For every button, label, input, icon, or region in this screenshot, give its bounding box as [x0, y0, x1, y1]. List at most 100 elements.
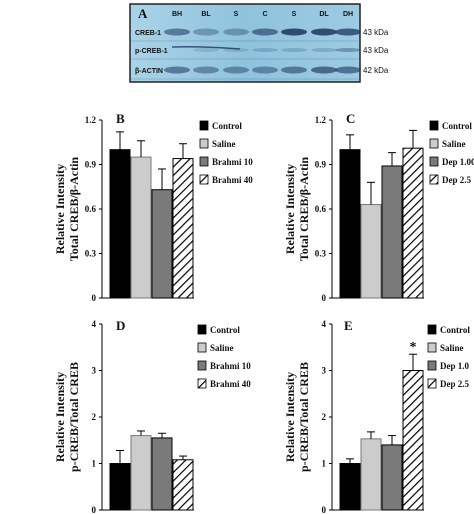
bar [172, 158, 194, 299]
western-blot-panel: A BH BL S C S DL DH CREB-1 43 kDa p-CREB-1 43 kDa β-… [129, 3, 389, 83]
bar [130, 156, 152, 299]
blot-lane-label: S [234, 11, 239, 18]
y-axis-label-line: Relative Intensity [283, 164, 297, 254]
legend-swatch [429, 174, 439, 185]
legend-label: Dep 2.5 [440, 379, 469, 389]
blot-kda-label: 43 kDa [363, 28, 389, 37]
blot-band [193, 48, 219, 52]
blot-kda-label: 43 kDa [363, 46, 389, 55]
y-tick-label: 1 [92, 459, 97, 469]
bar [151, 189, 173, 299]
legend-label: Saline [442, 139, 466, 149]
y-tick-label: 1.2 [315, 115, 327, 125]
blot-kda-label: 42 kDa [363, 66, 389, 75]
legend-label: Brahmi 10 [210, 361, 251, 371]
blot-lane-label: S [292, 11, 297, 18]
y-tick-label: 1 [322, 459, 327, 469]
blot-band [335, 66, 361, 74]
y-tick-label: 4 [92, 319, 97, 329]
blot-lane-label: C [262, 11, 267, 18]
y-tick-label: 3 [322, 366, 327, 376]
bar [339, 463, 361, 511]
bar [172, 459, 194, 511]
y-tick-label: 0 [92, 505, 97, 514]
y-axis-label-line: Total CREB/β-Actin [67, 157, 81, 262]
blot-smear [171, 45, 241, 50]
y-axis-label: Relative Intensity p-CREB/Total CREB [283, 362, 311, 472]
y-axis-label: Relative Intensity Total CREB/β-Actin [53, 157, 81, 262]
legend-swatch [199, 120, 209, 131]
y-tick-label: 0.9 [85, 160, 97, 170]
legend-label: Control [442, 121, 472, 131]
blot-row-label: p-CREB-1 [135, 48, 168, 55]
y-axis-label-line: p-CREB/Total CREB [67, 362, 81, 472]
y-axis-label-line: Relative Intensity [53, 372, 67, 462]
blot-band [311, 28, 337, 36]
legend-swatch [427, 342, 437, 353]
y-axis-label-line: Total CREB/β-Actin [297, 157, 311, 262]
panel-b: 0 0.3 0.6 0.9 1.2 Relative Intensity Total CRE… [53, 111, 253, 303]
legend-label: Saline [212, 139, 236, 149]
y-tick-label: 0.3 [85, 249, 97, 259]
blot-lane-label: BH [172, 11, 182, 18]
blot-lane-label: BL [201, 11, 211, 18]
blot-lane-label: DH [343, 11, 353, 18]
panel-d: 0 1 2 3 4 Relative Intensity p-CREB/Total CREB… [53, 318, 251, 514]
legend-swatch [197, 324, 207, 335]
y-axis-label: Relative Intensity p-CREB/Total CREB [53, 362, 81, 472]
blot-band [335, 28, 361, 36]
blot-band [281, 48, 307, 52]
legend-swatch [429, 156, 439, 167]
legend-swatch [427, 378, 437, 389]
y-tick-label: 0.9 [315, 160, 327, 170]
panel-letter: B [116, 111, 125, 126]
legend-swatch [199, 156, 209, 167]
legend-label: Brahmi 10 [212, 157, 253, 167]
panel-e: 0 1 2 3 4 Relative Intensity p-CREB/Total CREB… [283, 318, 470, 514]
y-axis-label-line: Relative Intensity [53, 164, 67, 254]
panel-letter: D [116, 318, 125, 333]
bar [402, 370, 424, 511]
legend-swatch [197, 360, 207, 371]
bar [360, 204, 382, 299]
y-tick-label: 2 [322, 412, 327, 422]
legend-label: Brahmi 40 [212, 175, 253, 185]
panel-c: 0 0.3 0.6 0.9 1.2 Relative Intensity Total CRE… [283, 111, 474, 303]
legend-swatch [199, 174, 209, 185]
blot-band [223, 66, 249, 74]
bar [109, 149, 131, 299]
bar [109, 463, 131, 511]
y-tick-label: 0.3 [315, 249, 327, 259]
blot-band [223, 28, 249, 36]
legend-label: Saline [440, 343, 464, 353]
y-tick-label: 1.2 [85, 115, 97, 125]
legend-label: Control [210, 325, 240, 335]
legend-label: Saline [210, 343, 234, 353]
legend-swatch [427, 360, 437, 371]
blot-band [164, 28, 190, 36]
legend-label: Control [212, 121, 242, 131]
y-tick-label: 0.6 [315, 204, 327, 214]
panel-letter: C [346, 111, 355, 126]
blot-row-label: CREB-1 [135, 30, 161, 37]
legend-swatch [427, 324, 437, 335]
legend-label: Dep 2.5 [442, 175, 471, 185]
legend-swatch [429, 138, 439, 149]
y-tick-label: 0 [92, 293, 97, 303]
blot-band [164, 66, 190, 74]
blot-band [193, 66, 219, 74]
legend-swatch [429, 120, 439, 131]
blot-band [311, 48, 337, 52]
bar [381, 444, 403, 511]
y-axis-label: Relative Intensity Total CREB/β-Actin [283, 157, 311, 262]
blot-band [281, 66, 307, 74]
blot-band [252, 66, 278, 74]
y-axis-label-line: p-CREB/Total CREB [297, 362, 311, 472]
legend-label: Dep 1.0 [440, 361, 469, 371]
blot-band [252, 28, 278, 36]
legend-label: Control [440, 325, 470, 335]
bar [381, 165, 403, 299]
legend-label: Brahmi 40 [210, 379, 251, 389]
